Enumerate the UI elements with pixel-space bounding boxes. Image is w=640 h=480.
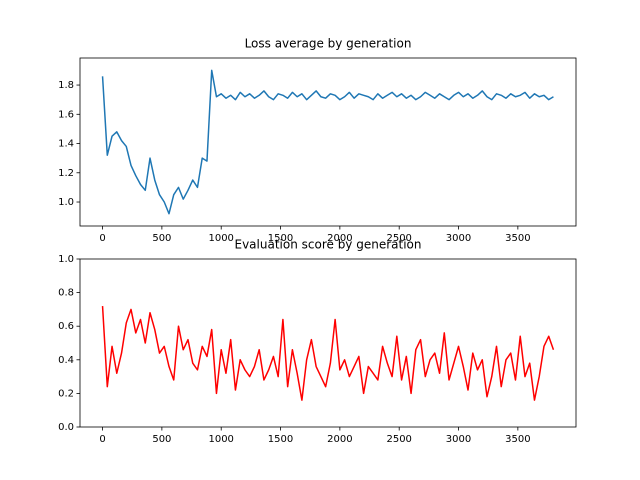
axes-frame xyxy=(79,57,577,227)
axes-frame xyxy=(79,258,577,428)
x-tick-label: 2000 xyxy=(327,233,352,244)
x-tick-label: 3000 xyxy=(446,434,471,445)
y-tick-label: 1.0 xyxy=(58,197,74,208)
x-tick-label: 1000 xyxy=(208,434,233,445)
x-tick-label: 0 xyxy=(99,233,105,244)
x-tick-label: 0 xyxy=(99,434,105,445)
x-tick-label: 2500 xyxy=(386,233,411,244)
x-tick-label: 500 xyxy=(152,233,171,244)
x-tick-label: 3500 xyxy=(505,434,530,445)
y-tick-label: 1.6 xyxy=(58,109,74,120)
data-line xyxy=(101,69,554,215)
x-tick-label: 3000 xyxy=(446,233,471,244)
y-tick-label: 0.4 xyxy=(58,355,74,366)
y-tick-label: 0.0 xyxy=(58,422,74,433)
y-tick-label: 0.6 xyxy=(58,321,74,332)
x-tick-label: 3500 xyxy=(505,233,530,244)
y-tick-label: 1.0 xyxy=(58,254,74,265)
y-tick-label: 1.4 xyxy=(58,139,74,150)
y-tick-label: 0.2 xyxy=(58,388,74,399)
x-tick-label: 500 xyxy=(152,434,171,445)
chart-title: Loss average by generation xyxy=(245,37,412,51)
y-tick-label: 1.8 xyxy=(58,80,74,91)
chart-title: Evaluation score by generation xyxy=(235,238,422,252)
x-tick-label: 1500 xyxy=(268,434,293,445)
x-tick-label: 2000 xyxy=(327,434,352,445)
x-tick-label: 1500 xyxy=(268,233,293,244)
y-tick-label: 0.8 xyxy=(58,288,74,299)
x-tick-label: 1000 xyxy=(208,233,233,244)
y-tick-label: 1.2 xyxy=(58,168,74,179)
data-line xyxy=(101,305,555,401)
x-tick-label: 2500 xyxy=(386,434,411,445)
